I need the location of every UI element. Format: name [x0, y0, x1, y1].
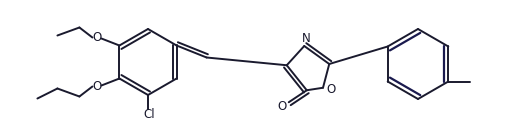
Text: O: O	[327, 83, 336, 96]
Text: O: O	[93, 31, 102, 44]
Text: O: O	[277, 100, 286, 113]
Text: N: N	[302, 33, 311, 46]
Text: O: O	[93, 80, 102, 93]
Text: Cl: Cl	[143, 109, 155, 122]
